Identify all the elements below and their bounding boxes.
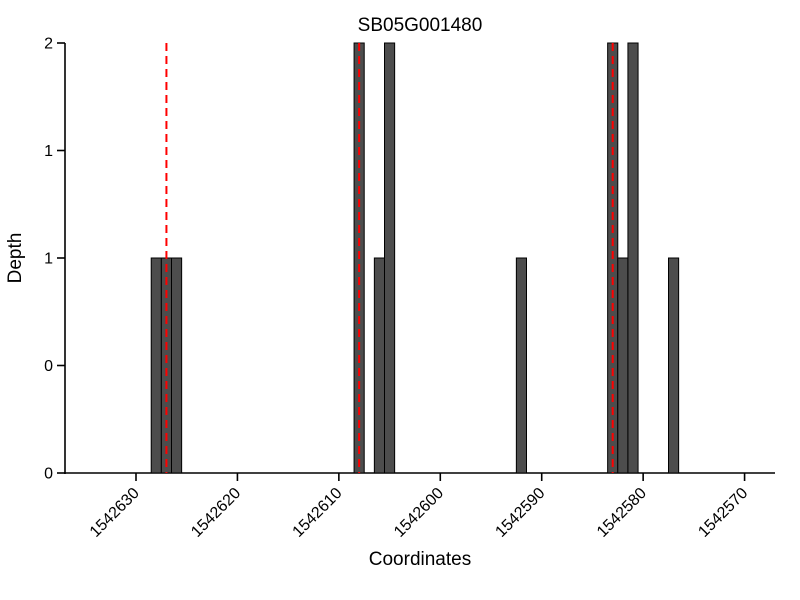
x-tick-label: 1542590: [492, 485, 548, 541]
y-tick-label: 1: [44, 143, 53, 160]
x-tick-label: 1542610: [290, 485, 346, 541]
depth-bar: [384, 42, 396, 474]
depth-bar: [617, 257, 629, 474]
y-tick-label: 0: [44, 358, 53, 375]
x-tick-label: 1542570: [695, 485, 751, 541]
depth-bar: [373, 257, 386, 474]
depth-bar: [515, 257, 527, 474]
y-tick-label: 2: [44, 36, 53, 53]
depth-bar: [150, 257, 162, 474]
x-tick-label: 1542580: [594, 485, 650, 541]
y-tick-label: 1: [44, 251, 53, 268]
depth-bar: [171, 257, 183, 474]
x-tick-label: 1542620: [188, 485, 244, 541]
x-axis-title: Coordinates: [368, 549, 472, 570]
x-tick-label: 1542630: [87, 485, 143, 541]
depth-bar: [668, 257, 680, 474]
y-axis-title: Depth: [5, 232, 26, 284]
chart-title: SB05G001480: [357, 15, 483, 36]
depth-bar: [627, 42, 639, 474]
x-tick-label: 1542600: [391, 485, 447, 541]
y-tick-label: 0: [44, 466, 53, 483]
